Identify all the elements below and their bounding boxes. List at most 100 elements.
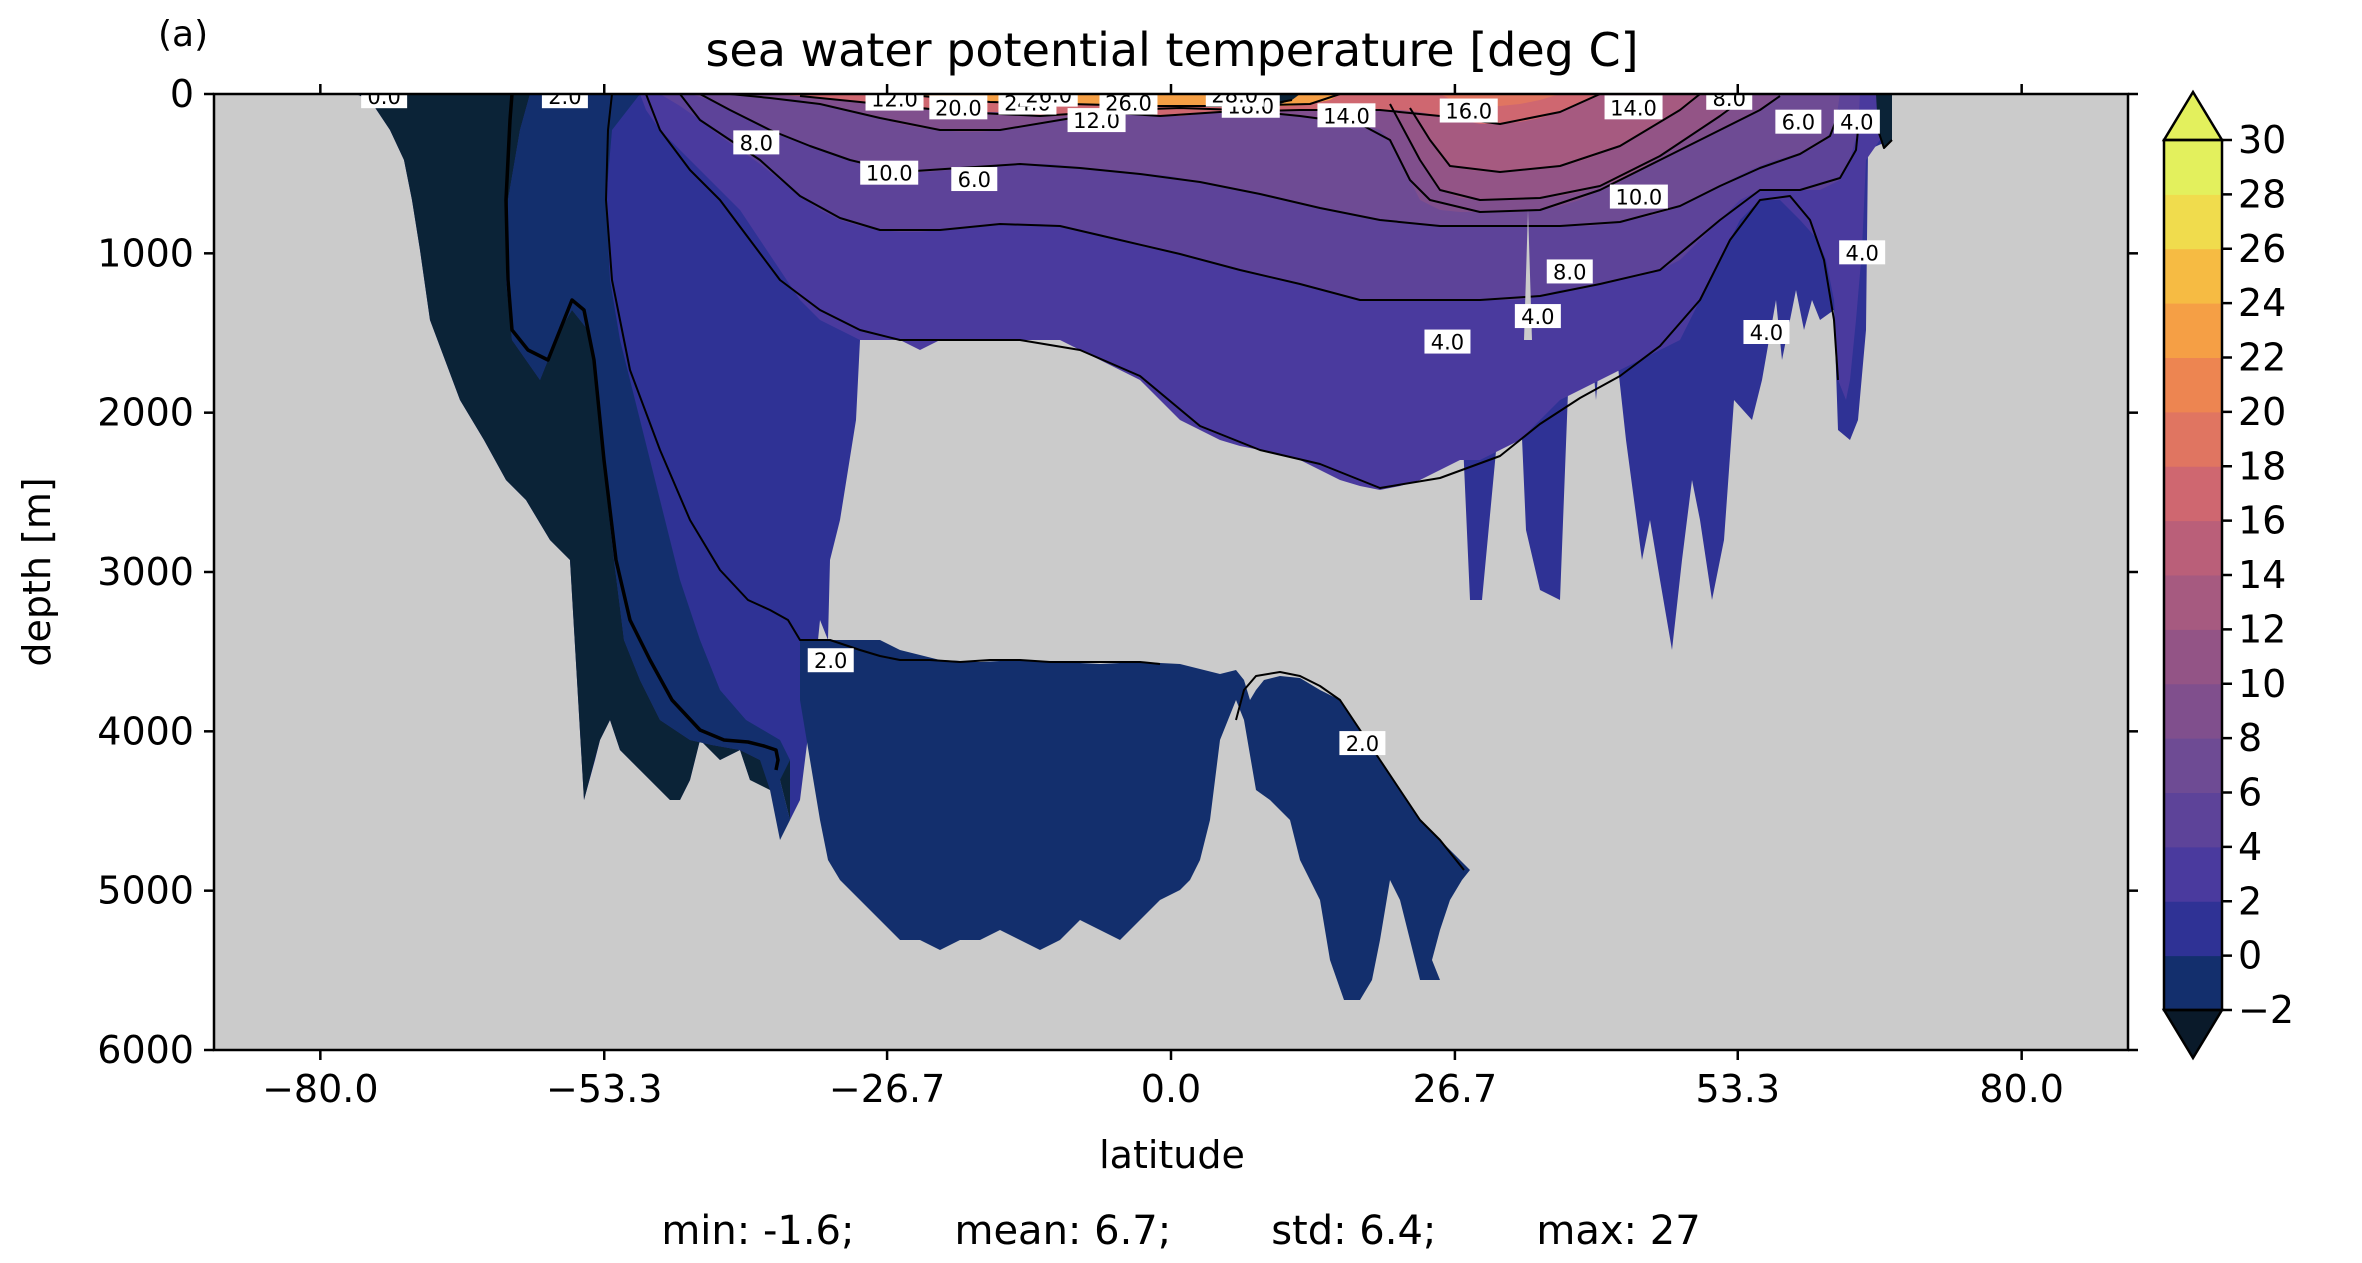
- colorbar-tick-label: 26: [2238, 227, 2286, 271]
- contour-label-bg: [807, 648, 854, 673]
- contour-label-bg: [1839, 240, 1886, 265]
- colorbar-tick-label: 22: [2238, 336, 2286, 380]
- y-tick-label: 6000: [97, 1028, 194, 1072]
- contour-label-bg: [929, 95, 988, 120]
- contour-label-text: 2.0: [548, 85, 581, 109]
- colorbar-tick-label: 14: [2238, 553, 2286, 597]
- band-neg2-0: [356, 94, 790, 820]
- contour-label-text: 4.0: [1431, 331, 1464, 355]
- colorbar-band: [2164, 411, 2222, 467]
- colorbar-band: [2164, 520, 2222, 576]
- contour-label: 4.0: [1424, 329, 1471, 355]
- contour-label-bg: [361, 94, 408, 109]
- colorbar-band: [2164, 466, 2222, 522]
- contour-label: 12.0: [865, 88, 924, 112]
- contour-label-text: 0.0: [367, 85, 400, 109]
- contour-label-bg: [1424, 329, 1471, 354]
- contour-6: [679, 94, 1861, 301]
- contour-label: 26.0: [1099, 92, 1158, 116]
- contour-label-text: 26.0: [1105, 92, 1152, 116]
- contour-label-bg: [1775, 109, 1822, 134]
- x-tick-label: 0.0: [1141, 1067, 1201, 1111]
- contour-0: [504, 94, 780, 771]
- stat-min: min: -1.6;: [661, 1208, 855, 1254]
- colorbar-band: [2164, 955, 2222, 1011]
- y-tick-label: 3000: [97, 550, 194, 594]
- contour-label: 6.0: [1775, 109, 1822, 135]
- contour-label: 2.0: [541, 85, 588, 109]
- contour-label: 4.0: [1839, 240, 1886, 265]
- contour-labels: 2.0 2.0 4.0 4.0 4.0 4.0 4.0 6.0 6.0 8.0 8.0 8.0 10.0…: [361, 84, 1886, 756]
- contour-label-text: 12.0: [871, 88, 918, 112]
- colorbar-tick-label: 4: [2238, 825, 2262, 869]
- contour-label-bg: [1439, 98, 1498, 123]
- contour-label-text: 28.0: [1211, 84, 1258, 108]
- stat-std: std: 6.4;: [1271, 1208, 1437, 1254]
- contour-label-bg: [733, 130, 780, 155]
- colorbar-band: [2164, 194, 2222, 250]
- contour-label-text: 14.0: [1610, 96, 1657, 120]
- contour-label-text: 8.0: [740, 131, 773, 155]
- contour-label-bg: [865, 94, 924, 111]
- y-tick-label: 0: [170, 72, 194, 116]
- contour-label-bg: [1019, 94, 1078, 107]
- contour-label-text: 4.0: [1840, 111, 1873, 135]
- contour-2b: [1235, 671, 1465, 871]
- contour-label: 0.0: [361, 85, 408, 109]
- panel-label: (a): [158, 14, 208, 55]
- colorbar-tick-label: 12: [2238, 607, 2286, 651]
- contour-label: 2.0: [807, 648, 854, 673]
- y-axis: 0 1000 2000 3000 4000 5000 6000: [97, 72, 2138, 1072]
- contour-label: 20.0: [929, 95, 988, 120]
- colorbar-tick-label: 0: [2238, 934, 2262, 978]
- contour-12: [1389, 94, 1751, 201]
- contour-label-bg: [1317, 103, 1376, 128]
- contour-label-bg: [1514, 304, 1561, 329]
- colorbar-band: [2164, 140, 2222, 195]
- colorbar-tick-label: 24: [2238, 281, 2286, 325]
- colorbar-tick-label: 28: [2238, 172, 2286, 216]
- band-0-2-deep: [800, 640, 1470, 1000]
- colorbar-extend-min: [2161, 1008, 2225, 1061]
- y-tick-label: 2000: [97, 391, 194, 435]
- contour-label-bg: [951, 167, 998, 192]
- contour-label: 10.0: [860, 160, 919, 186]
- colorbar-tick-label: 2: [2238, 879, 2262, 923]
- colorbar-band: [2164, 846, 2222, 902]
- band-0-2-south: [506, 94, 790, 840]
- contour-label: 26.0: [1019, 94, 1078, 108]
- contour-arctic: [1877, 129, 1893, 149]
- colorbar-band: [2164, 901, 2222, 957]
- contour-label-text: 16.0: [1445, 100, 1492, 124]
- x-tick-label: −80.0: [262, 1067, 378, 1111]
- colorbar-band: [2164, 248, 2222, 304]
- contour-label: 4.0: [1833, 109, 1880, 135]
- contour-label-text: 8.0: [1713, 87, 1746, 111]
- colorbar-tick-label: 6: [2238, 771, 2262, 815]
- x-tick-label: 80.0: [1979, 1067, 2064, 1111]
- contour-label: 10.0: [1609, 184, 1668, 210]
- colorbar-band: [2164, 357, 2222, 413]
- contour-label-text: 2.0: [1346, 732, 1379, 756]
- x-axis: −80.0 −53.3 −26.7 0.0 26.7 53.3 80.0: [262, 84, 2064, 1111]
- colorbar-tick-label: 30: [2238, 118, 2286, 162]
- contour-label: 2.0: [1339, 731, 1386, 756]
- contour-label-text: 14.0: [1323, 104, 1370, 128]
- contour-label-text: 2.0: [814, 649, 847, 673]
- contour-label: 28.0: [1205, 84, 1264, 108]
- colorbar-band: [2164, 303, 2222, 358]
- y-tick-label: 1000: [97, 231, 194, 275]
- stat-max: max: 27: [1536, 1208, 1701, 1254]
- colorbar-tick-label: 16: [2238, 499, 2286, 543]
- contour-label: 16.0: [1439, 98, 1498, 124]
- y-tick-label: 5000: [97, 869, 194, 913]
- plot-area: 2.0 2.0 4.0 4.0 4.0 4.0 4.0 6.0 6.0 8.0 8.0 8.0 10.0…: [214, 84, 2128, 1050]
- y-axis-label: depth [m]: [15, 477, 59, 666]
- x-axis-label: latitude: [1099, 1133, 1245, 1177]
- contour-label: 6.0: [951, 167, 998, 192]
- contour-label-bg: [1706, 94, 1753, 110]
- contour-label-text: 4.0: [1845, 241, 1878, 265]
- colorbar-tick-label: −2: [2238, 988, 2294, 1032]
- colorbar-tick-label: 8: [2238, 716, 2262, 760]
